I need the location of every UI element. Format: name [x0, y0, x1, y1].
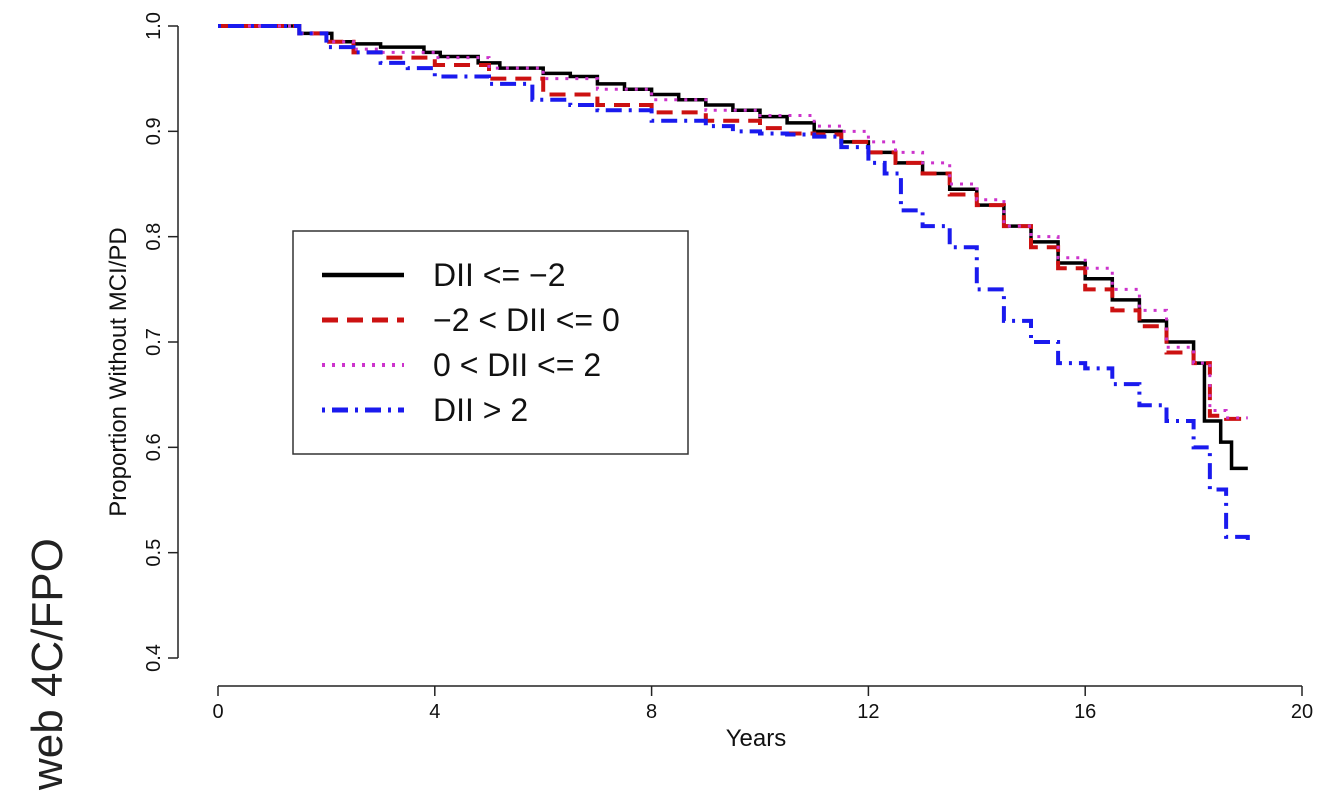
x-tick-label: 8 — [646, 701, 657, 723]
x-tick-label: 16 — [1074, 701, 1096, 723]
y-tick-label: 0.7 — [143, 328, 165, 356]
y-tick-label: 0.4 — [143, 644, 165, 672]
plot-area — [218, 24, 1250, 541]
legend-label-2: −2 < DII <= 0 — [433, 302, 620, 338]
series-line-1 — [218, 24, 1248, 471]
y-axis-title: Proportion Without MCI/PD — [105, 227, 132, 516]
y-tick-label: 0.8 — [143, 223, 165, 251]
x-tick-label: 4 — [429, 701, 440, 723]
legend: DII <= −2 −2 < DII <= 0 0 < DII <= 2 DII > … — [292, 230, 689, 455]
y-tick-label: 1.0 — [143, 12, 165, 40]
legend-label-3: 0 < DII <= 2 — [433, 347, 601, 383]
series-line-2 — [218, 24, 1248, 421]
legend-box — [292, 230, 689, 455]
series-line-4 — [218, 24, 1250, 541]
series-line-3 — [218, 24, 1248, 420]
x-tick-label: 12 — [857, 701, 879, 723]
legend-label-1: DII <= −2 — [433, 257, 566, 293]
axes: 0 4 8 12 16 20 Years 0.4 0.5 0.6 0.7 0.8 0.9 1.0 Propo… — [105, 12, 1313, 752]
x-axis-title: Years — [726, 725, 787, 752]
y-tick-label: 0.9 — [143, 117, 165, 145]
y-tick-label: 0.6 — [143, 433, 165, 461]
x-tick-label: 0 — [212, 701, 223, 723]
legend-label-4: DII > 2 — [433, 392, 528, 428]
x-tick-label: 20 — [1291, 701, 1313, 723]
y-tick-label: 0.5 — [143, 539, 165, 567]
